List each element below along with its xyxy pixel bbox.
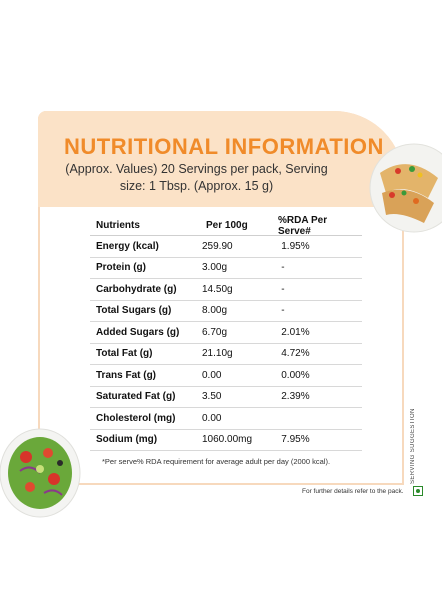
- nutrient-name: Protein (g): [96, 262, 146, 274]
- nutrient-per100g: 21.10g: [202, 348, 233, 360]
- wrap-plate-image: [368, 143, 442, 238]
- nutrient-name: Added Sugars (g): [96, 326, 180, 338]
- table-row: Energy (kcal) 259.90 1.95%: [90, 236, 362, 258]
- table-row: Saturated Fat (g) 3.50 2.39%: [90, 387, 362, 408]
- nutrient-name: Carbohydrate (g): [96, 283, 177, 295]
- nutrient-per100g: 6.70g: [202, 326, 228, 338]
- nutrient-rda: -: [281, 305, 285, 317]
- nutrient-per100g: 1060.00mg: [202, 434, 253, 446]
- nutrient-name: Energy (kcal): [96, 240, 159, 252]
- salad-bowl-image: [0, 423, 88, 524]
- panel-header: [38, 111, 404, 207]
- nutrient-per100g: 8.00g: [202, 305, 228, 317]
- table-row: Total Sugars (g) 8.00g -: [90, 301, 362, 322]
- nutrient-name: Cholesterol (mg): [96, 412, 176, 424]
- table-row: Carbohydrate (g) 14.50g -: [90, 279, 362, 301]
- nutrient-name: Trans Fat (g): [96, 369, 157, 381]
- nutrient-rda: 1.95%: [281, 240, 310, 252]
- nutrient-name: Saturated Fat (g): [96, 391, 176, 403]
- table-row: Sodium (mg) 1060.00mg 7.95%: [90, 430, 362, 451]
- serving-suggestion-label: SERVING SUGGESTION: [410, 408, 416, 484]
- column-header-per100g: Per 100g: [206, 220, 248, 231]
- table-row: Added Sugars (g) 6.70g 2.01%: [90, 322, 362, 344]
- further-details-note: For further details refer to the pack.: [302, 488, 404, 495]
- nutrient-per100g: 0.00: [202, 369, 222, 381]
- nutrition-table: Nutrients Per 100g %RDA Per Serve# Energ…: [90, 214, 362, 451]
- column-header-rda: %RDA Per Serve#: [278, 214, 328, 237]
- table-row: Total Fat (g) 21.10g 4.72%: [90, 344, 362, 365]
- nutrient-name: Total Fat (g): [96, 348, 153, 360]
- nutrient-rda: -: [281, 283, 285, 295]
- nutrient-name: Total Sugars (g): [96, 305, 172, 317]
- table-row: Protein (g) 3.00g -: [90, 258, 362, 279]
- column-header-nutrients: Nutrients: [96, 220, 140, 231]
- nutrient-rda: 2.01%: [281, 326, 310, 338]
- nutrient-per100g: 14.50g: [202, 283, 233, 295]
- nutrient-name: Sodium (mg): [96, 434, 158, 446]
- rda-footnote: *Per serve% RDA requirement for average …: [102, 457, 331, 466]
- nutrient-rda: 7.95%: [281, 434, 310, 446]
- serving-info: (Approx. Values) 20 Servings per pack, S…: [65, 162, 328, 193]
- nutrient-rda: 4.72%: [281, 348, 310, 360]
- table-header-row: Nutrients Per 100g %RDA Per Serve#: [90, 214, 362, 237]
- nutrient-per100g: 259.90: [202, 240, 233, 252]
- nutrient-per100g: 3.50: [202, 391, 222, 403]
- nutrient-rda: 2.39%: [281, 391, 310, 403]
- nutrient-rda: -: [281, 262, 285, 274]
- nutrient-rda: 0.00%: [281, 369, 310, 381]
- page-title: NUTRITIONAL INFORMATION: [64, 134, 384, 159]
- nutrient-per100g: 3.00g: [202, 262, 228, 274]
- table-row: Trans Fat (g) 0.00 0.00%: [90, 365, 362, 387]
- nutrient-per100g: 0.00: [202, 412, 222, 424]
- table-row: Cholesterol (mg) 0.00: [90, 408, 362, 430]
- veg-mark-icon: [413, 486, 423, 496]
